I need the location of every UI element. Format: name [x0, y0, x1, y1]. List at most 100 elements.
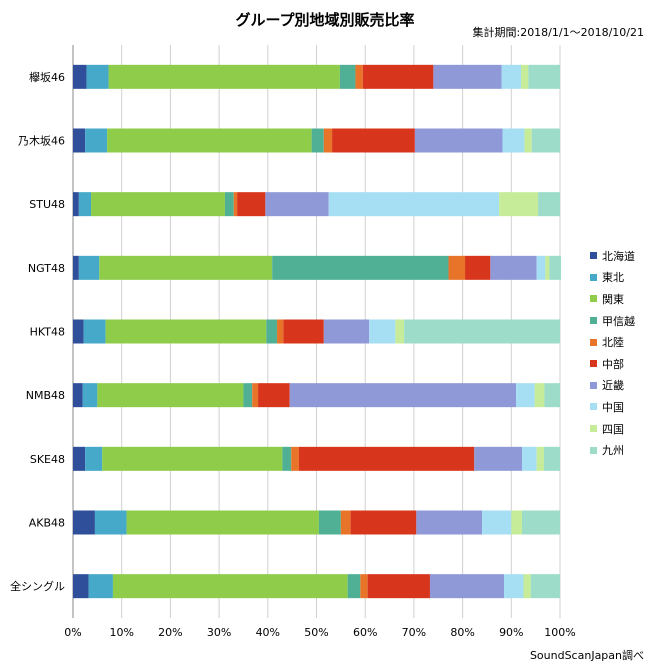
bar-segment: [323, 128, 333, 153]
bar-segment: [524, 128, 532, 153]
category-label: 乃木坂46: [18, 135, 65, 148]
bar-segment: [531, 128, 560, 153]
bar-segment: [266, 319, 278, 344]
bar-segment: [73, 510, 95, 535]
bar-segment: [499, 192, 539, 217]
x-tick-label: 10%: [109, 626, 133, 639]
bar-segment: [516, 383, 535, 408]
bar-segment: [73, 64, 87, 89]
bar-segment: [73, 255, 79, 280]
category-label: 全シングル: [10, 579, 65, 593]
bar-segment: [369, 319, 396, 344]
x-tick-label: 100%: [544, 626, 575, 639]
legend-swatch: [590, 381, 597, 389]
legend-label: 北海道: [602, 249, 635, 263]
bar-segment: [482, 510, 512, 535]
legend-swatch: [590, 252, 597, 260]
bar-segment: [503, 574, 524, 599]
legend-swatch: [590, 295, 597, 303]
bar-segment: [522, 510, 560, 535]
bar-segment: [448, 255, 466, 280]
category-label: AKB48: [29, 517, 65, 530]
bar-segment: [318, 510, 341, 535]
bar-segment: [416, 510, 483, 535]
bar-segment: [102, 446, 283, 471]
legend-swatch: [590, 273, 597, 281]
legend-label: 中国: [602, 400, 624, 414]
bar-segment: [88, 574, 113, 599]
bar-segment: [465, 255, 491, 280]
bar-segment: [545, 255, 550, 280]
bar-segment: [73, 574, 89, 599]
bar-segment: [323, 319, 370, 344]
bar-segment: [340, 510, 351, 535]
bar-segment: [265, 192, 329, 217]
bar-segment: [522, 446, 537, 471]
bar-segment: [528, 64, 560, 89]
legend-swatch: [590, 425, 597, 433]
category-label: HKT48: [30, 326, 65, 339]
x-tick-label: 70%: [402, 626, 426, 639]
bar-segment: [328, 192, 500, 217]
legend-swatch: [590, 446, 597, 454]
bar-segment: [83, 319, 106, 344]
legend-item: 中国: [590, 396, 635, 418]
category-label: STU48: [29, 198, 65, 211]
bar-segment: [433, 64, 502, 89]
bar-segment: [536, 446, 544, 471]
bar-segment: [78, 255, 100, 280]
legend-label: 四国: [602, 422, 624, 436]
legend-label: 九州: [602, 444, 624, 458]
bar-segment: [474, 446, 523, 471]
legend-label: 東北: [602, 271, 624, 285]
bar-segment: [277, 319, 284, 344]
legend-item: 九州: [590, 439, 635, 461]
bar-segment: [283, 319, 324, 344]
bar-segment: [85, 128, 108, 153]
bar-segment: [311, 128, 324, 153]
bar-segment: [291, 446, 299, 471]
bar-segment: [126, 510, 319, 535]
bar-segment: [237, 192, 266, 217]
bar-segment: [490, 255, 537, 280]
bar-segment: [429, 574, 504, 599]
legend-item: 北海道: [590, 245, 635, 267]
bar-segment: [355, 64, 363, 89]
bar-segment: [332, 128, 415, 153]
bar-segment: [108, 64, 340, 89]
legend-label: 関東: [602, 292, 624, 306]
bar-segment: [107, 128, 312, 153]
bar-segment: [339, 64, 356, 89]
bar-segment: [367, 574, 430, 599]
bar-segment: [521, 64, 529, 89]
source-note: SoundScanJapan調べ: [529, 649, 644, 662]
bar-segment: [73, 319, 84, 344]
bar-segment: [534, 383, 545, 408]
x-tick-label: 80%: [450, 626, 474, 639]
bar-segment: [112, 574, 348, 599]
bar-segment: [243, 383, 253, 408]
collection-period: 集計期間:2018/1/1～2018/10/21: [472, 26, 644, 39]
x-tick-label: 20%: [158, 626, 182, 639]
legend-item: 四国: [590, 418, 635, 440]
bar-segment: [94, 510, 127, 535]
legend-swatch: [590, 403, 597, 411]
bar-segment: [78, 192, 92, 217]
chart-title: グループ別地域別販売比率: [235, 11, 415, 29]
legend-item: 甲信越: [590, 310, 635, 332]
category-label: NGT48: [28, 262, 65, 275]
bar-segment: [97, 383, 244, 408]
bar-segment: [282, 446, 292, 471]
bar-segment: [530, 574, 560, 599]
bar-segment: [549, 255, 561, 280]
category-label: NMB48: [26, 389, 65, 402]
bar-segment: [252, 383, 259, 408]
legend-label: 近畿: [602, 379, 624, 393]
bar-segment: [501, 64, 522, 89]
bar-segment: [544, 383, 560, 408]
bar-segment: [404, 319, 560, 344]
category-label: 欅坂46: [29, 71, 65, 84]
bar-segment: [414, 128, 503, 153]
bar-segment: [73, 383, 83, 408]
